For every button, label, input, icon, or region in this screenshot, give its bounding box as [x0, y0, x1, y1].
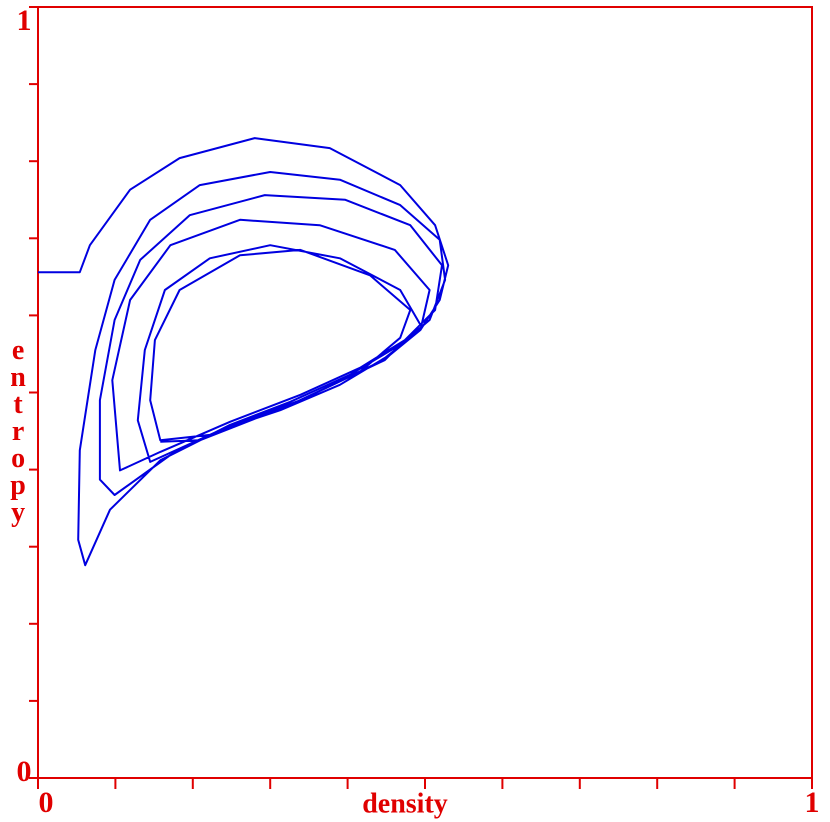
y-tick-label: 0: [17, 755, 32, 788]
plot-frame: [37, 6, 813, 779]
x-tick-label: 1: [805, 786, 820, 819]
x-tick-label: 0: [39, 786, 54, 819]
y-tick-label: 1: [17, 4, 32, 37]
trajectory: [38, 137, 450, 567]
x-axis-label: density: [362, 788, 448, 819]
y-axis-label: entropy: [3, 335, 34, 527]
